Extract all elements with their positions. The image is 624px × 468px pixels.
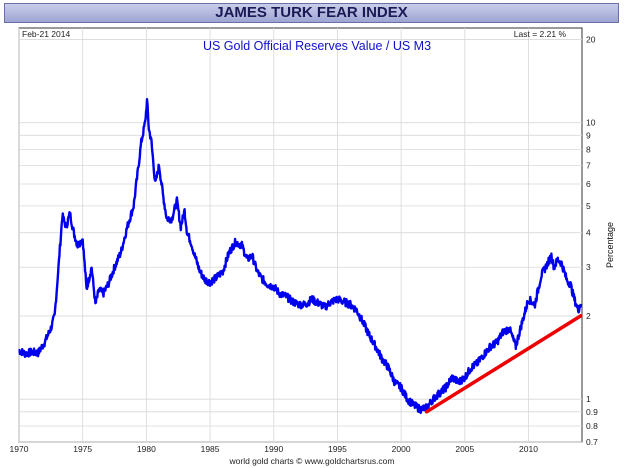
x-tick-label: 1980 <box>137 444 156 454</box>
y-gridlines <box>19 39 582 443</box>
x-tick-label: 2010 <box>519 444 538 454</box>
date-label: Feb-21 2014 <box>22 29 70 39</box>
x-tick-label: 1975 <box>73 444 92 454</box>
y-axis-label: Percentage <box>605 222 615 268</box>
series-line-trend <box>424 314 583 414</box>
x-tick-label: 2000 <box>392 444 411 454</box>
x-tick-label: 1995 <box>328 444 347 454</box>
banner: JAMES TURK FEAR INDEX <box>4 3 619 23</box>
last-value-label: Last = 2.21 % <box>514 29 567 39</box>
y-tick-label: 3 <box>586 262 591 272</box>
credit-text: world gold charts © www.goldchartsrus.co… <box>229 456 395 466</box>
x-tick-label: 2005 <box>455 444 474 454</box>
plot-area <box>18 27 583 443</box>
y-tick-label: 10 <box>586 118 596 128</box>
chart-title: US Gold Official Reserves Value / US M3 <box>203 39 431 53</box>
y-tick-label: 7 <box>586 161 591 171</box>
y-tick-label: 4 <box>586 228 591 238</box>
y-tick-label: 5 <box>586 201 591 211</box>
x-tick-label: 1985 <box>201 444 220 454</box>
y-tick-labels: 0.7 0.8 0.9 1 2 3 4 5 6 7 8 9 10 20 <box>586 34 598 447</box>
y-tick-label: 9 <box>586 130 591 140</box>
y-tick-label: 1 <box>586 394 591 404</box>
x-tick-label: 1990 <box>264 444 283 454</box>
y-tick-label: 0.7 <box>586 437 598 447</box>
y-tick-label: 0.8 <box>586 421 598 431</box>
y-tick-label: 8 <box>586 144 591 154</box>
x-tick-labels: 1970 1975 1980 1985 1990 1995 2000 2005 2010 <box>10 444 539 454</box>
y-tick-label: 20 <box>586 34 596 44</box>
banner-title: JAMES TURK FEAR INDEX <box>215 4 408 21</box>
y-tick-label: 6 <box>586 179 591 189</box>
x-tick-label: 1970 <box>10 444 29 454</box>
series-line-fear-index <box>18 98 582 414</box>
y-tick-label: 0.9 <box>586 407 598 417</box>
y-tick-label: 2 <box>586 311 591 321</box>
